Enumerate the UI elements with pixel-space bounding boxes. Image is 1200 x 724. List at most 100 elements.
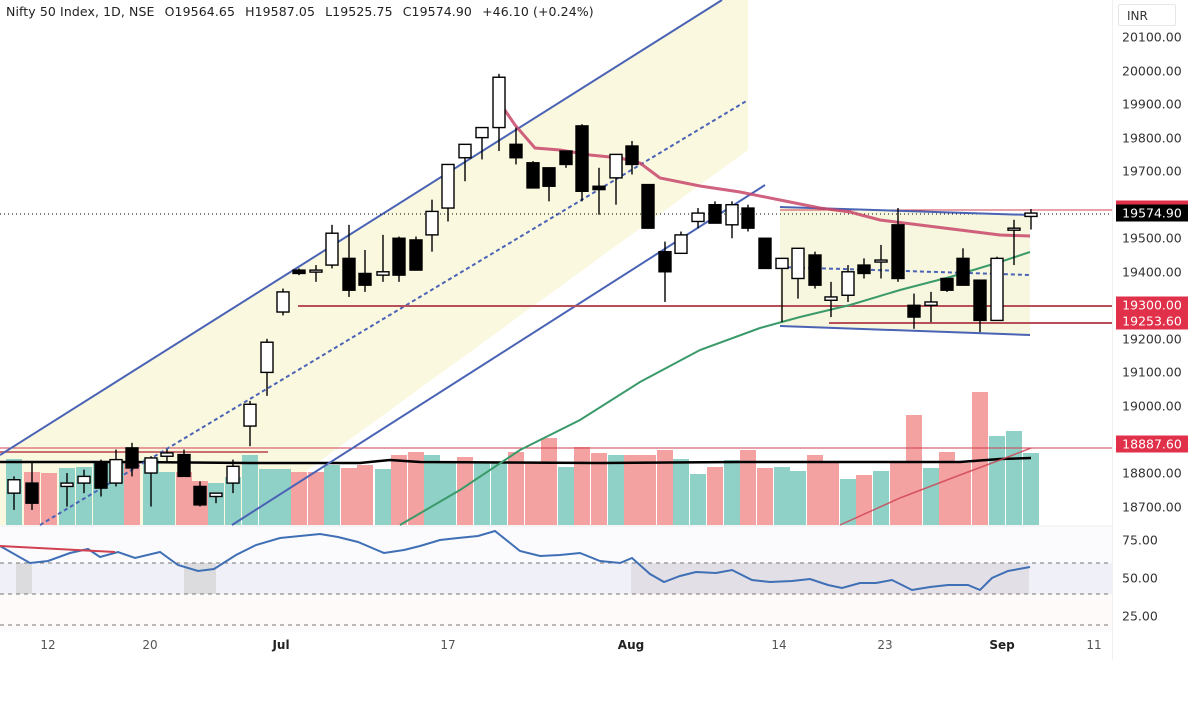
volume-bar — [740, 450, 756, 525]
ohlc-high: H19587.05 — [245, 4, 316, 19]
consolidation-channel-fill — [780, 207, 1030, 336]
volume-bar — [906, 415, 922, 525]
price-level-label: 18887.60 — [1116, 435, 1188, 453]
volume-bar — [341, 468, 357, 525]
volume-bar — [873, 471, 889, 525]
volume-bar — [574, 447, 590, 525]
volume-bar — [176, 472, 192, 525]
candle — [956, 248, 970, 286]
symbol-legend[interactable]: Nifty 50 Index, 1D, NSE O19564.65 H19587… — [6, 4, 600, 19]
candle — [907, 293, 921, 329]
candle — [276, 288, 290, 316]
candle — [874, 244, 888, 279]
candle — [592, 167, 606, 215]
green-ma-line — [399, 251, 1031, 526]
candle — [990, 256, 1004, 322]
volume-bar — [790, 471, 806, 525]
candle — [260, 338, 274, 396]
price-tick: 19500.00 — [1122, 230, 1182, 246]
ohlc-low: L19525.75 — [325, 4, 393, 19]
volume-bar — [124, 461, 140, 525]
candle — [193, 481, 207, 507]
consolidation-lower — [779, 325, 1031, 336]
candle — [325, 224, 339, 269]
candle — [559, 150, 573, 168]
volume-red-ma — [839, 447, 1032, 526]
rsi-tick: 25.00 — [1122, 608, 1158, 624]
time-tick: 11 — [1086, 638, 1102, 652]
time-tick: 23 — [877, 638, 893, 652]
price-tick: 19100.00 — [1122, 364, 1182, 380]
volume-bar — [591, 453, 607, 525]
price-tick: 20000.00 — [1122, 63, 1182, 79]
volume-bar — [225, 477, 241, 525]
candle — [708, 201, 722, 224]
candle — [376, 234, 390, 282]
footer-area — [0, 660, 1200, 720]
rsi-divergence-line — [0, 545, 116, 553]
volume-bar — [159, 472, 175, 525]
volume-bar — [508, 452, 524, 525]
volume-bar — [1023, 453, 1039, 525]
candle — [409, 236, 423, 271]
price-tick: 19400.00 — [1122, 264, 1182, 280]
volume-bar — [275, 469, 291, 525]
time-tick: Jul — [272, 638, 290, 652]
candle — [891, 208, 905, 282]
ohlc-close: C19574.90 — [402, 4, 472, 19]
candle — [824, 281, 838, 318]
volume-bar — [890, 463, 906, 525]
candle — [725, 201, 739, 239]
price-level-label: 19300.00 — [1116, 296, 1188, 314]
volume-bar — [408, 452, 424, 525]
candle — [658, 241, 672, 302]
rsi-tick: 50.00 — [1122, 570, 1158, 586]
candle — [125, 442, 139, 477]
candle — [674, 231, 688, 255]
red-ma-line — [496, 99, 1031, 238]
rsi-oversold-band — [0, 594, 1112, 628]
volume-bar — [357, 465, 373, 525]
candle — [791, 247, 805, 299]
currency-selector[interactable]: INR — [1118, 4, 1176, 26]
candle — [309, 265, 323, 282]
candle — [292, 268, 306, 276]
candle — [492, 73, 506, 152]
time-tick: 14 — [771, 638, 787, 652]
volume-bar — [624, 455, 640, 525]
time-tick: 17 — [440, 638, 456, 652]
volume-bar — [989, 436, 1005, 525]
candle — [609, 153, 623, 205]
rsi-line — [0, 529, 1031, 592]
candle — [758, 237, 772, 270]
volume-bar — [840, 479, 856, 525]
candle — [641, 183, 655, 229]
candlesticks — [7, 73, 1038, 510]
volume-bar — [208, 483, 224, 525]
volume-bar — [308, 472, 324, 525]
time-tick: Sep — [989, 638, 1015, 652]
volume-bar — [558, 467, 574, 525]
rsi-tick: 75.00 — [1122, 532, 1158, 548]
rising-channel-fill — [0, 0, 748, 525]
volume-bar — [375, 469, 391, 525]
candle — [94, 459, 108, 497]
candle — [741, 204, 755, 232]
volume-bar — [707, 467, 723, 525]
price-axis[interactable] — [1112, 0, 1195, 660]
volume-bar — [923, 468, 939, 525]
candle — [775, 257, 789, 323]
candle — [77, 469, 91, 494]
candle — [1007, 219, 1021, 266]
volume-bar — [525, 463, 541, 525]
volume-bar — [324, 465, 340, 525]
ohlc-open: O19564.65 — [164, 4, 235, 19]
candle — [458, 143, 472, 182]
time-tick: Aug — [617, 638, 645, 652]
volume-bar — [541, 438, 557, 525]
price-tick: 19700.00 — [1122, 163, 1182, 179]
volume-bar — [823, 461, 839, 525]
price-tick: 20100.00 — [1122, 29, 1182, 45]
